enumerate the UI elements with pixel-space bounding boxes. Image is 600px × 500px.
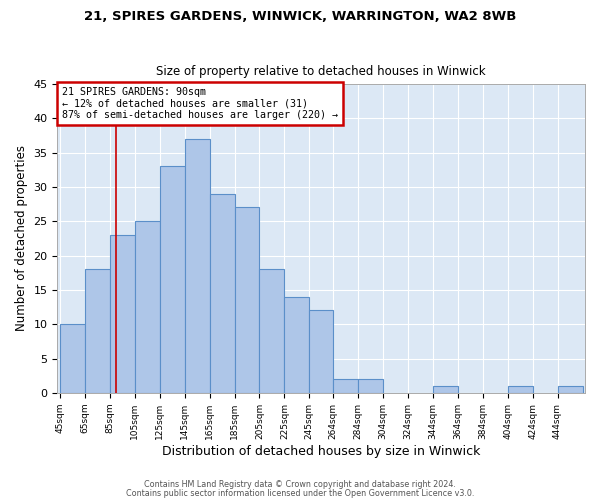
Bar (358, 379, 383, 393)
Bar (235, 208, 259, 393)
Bar (110, 235, 135, 393)
Bar (259, 269, 284, 393)
Text: Contains public sector information licensed under the Open Government Licence v3: Contains public sector information licen… (126, 488, 474, 498)
Bar (508, 386, 533, 393)
Bar (433, 386, 458, 393)
Bar (557, 386, 583, 393)
Text: 21 SPIRES GARDENS: 90sqm
← 12% of detached houses are smaller (31)
87% of semi-d: 21 SPIRES GARDENS: 90sqm ← 12% of detach… (62, 88, 338, 120)
Bar (310, 310, 333, 393)
Bar (333, 379, 358, 393)
Bar (85, 269, 110, 393)
Text: Contains HM Land Registry data © Crown copyright and database right 2024.: Contains HM Land Registry data © Crown c… (144, 480, 456, 489)
Bar (209, 194, 235, 393)
Bar (135, 221, 160, 393)
Bar (185, 139, 209, 393)
Y-axis label: Number of detached properties: Number of detached properties (15, 146, 28, 332)
Title: Size of property relative to detached houses in Winwick: Size of property relative to detached ho… (157, 66, 486, 78)
Bar (160, 166, 185, 393)
X-axis label: Distribution of detached houses by size in Winwick: Distribution of detached houses by size … (162, 444, 481, 458)
Text: 21, SPIRES GARDENS, WINWICK, WARRINGTON, WA2 8WB: 21, SPIRES GARDENS, WINWICK, WARRINGTON,… (84, 10, 516, 23)
Bar (60, 324, 85, 393)
Bar (284, 296, 310, 393)
